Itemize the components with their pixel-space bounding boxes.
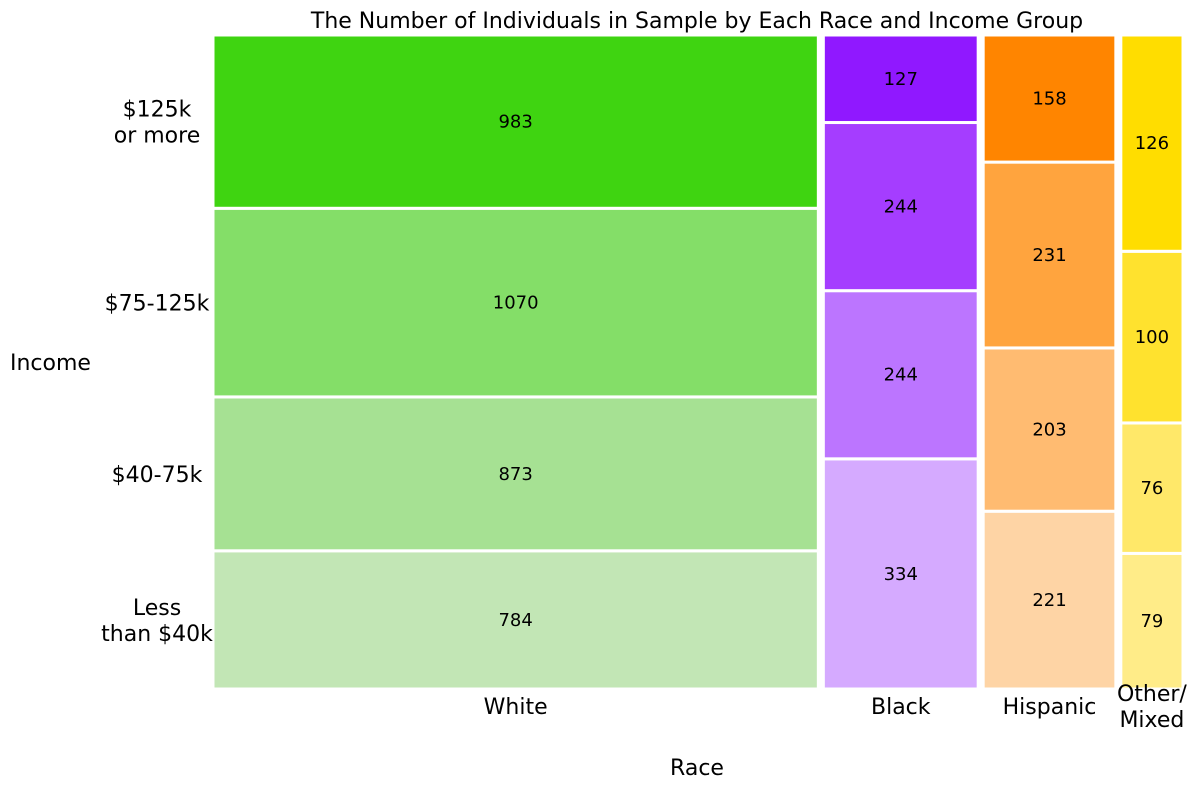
mosaic-cells: 784 873 1070 983 334 244 244 127 221 203 231 158 79 7… [211, 33, 1185, 691]
x-tick-other-mixed: Other/Mixed [1117, 682, 1187, 733]
cell-value-other-mixed-125k-or-more: 126 [1135, 133, 1169, 154]
x-tick-labels: White Black Hispanic Other/Mixed [484, 682, 1188, 733]
x-tick-black: Black [871, 695, 931, 720]
cell-hispanic-less-than-40k [981, 509, 1118, 691]
cell-other-mixed-less-than-40k [1119, 551, 1185, 691]
cell-value-hispanic-75-125k: 231 [1032, 245, 1066, 266]
cell-value-black-75-125k: 244 [884, 197, 918, 218]
x-axis-label: Race [670, 756, 724, 781]
cell-value-other-mixed-40-75k: 76 [1140, 478, 1163, 499]
cell-hispanic-125k-or-more [981, 33, 1118, 164]
y-tick-40-75k: $40-75k [112, 463, 203, 488]
x-tick-hispanic: Hispanic [1003, 695, 1097, 720]
cell-value-white-125k-or-more: 983 [498, 112, 532, 133]
cell-value-other-mixed-75-125k: 100 [1135, 327, 1169, 348]
cell-black-40-75k [821, 289, 980, 461]
cell-value-white-40-75k: 873 [498, 464, 532, 485]
cell-white-125k-or-more [211, 33, 820, 210]
y-axis-label: Income [10, 351, 91, 376]
y-tick-125k-or-more: $125k or more [114, 98, 201, 149]
cell-white-40-75k [211, 395, 820, 553]
cell-other-mixed-75-125k [1119, 249, 1185, 425]
cell-value-other-mixed-less-than-40k: 79 [1140, 611, 1163, 632]
cell-black-75-125k [821, 121, 980, 293]
cell-value-white-75-125k: 1070 [493, 293, 539, 314]
cell-value-black-40-75k: 244 [884, 365, 918, 386]
cell-value-hispanic-less-than-40k: 221 [1032, 590, 1066, 611]
chart-title: The Number of Individuals in Sample by E… [310, 9, 1083, 34]
cell-value-hispanic-40-75k: 203 [1032, 420, 1066, 441]
cell-value-black-less-than-40k: 334 [884, 564, 918, 585]
cell-black-less-than-40k [821, 457, 980, 691]
cell-hispanic-75-125k [981, 160, 1118, 350]
cell-hispanic-40-75k [981, 346, 1118, 513]
y-tick-less-than-40k: Less than $40k [101, 596, 213, 647]
cell-white-less-than-40k [211, 549, 820, 691]
cell-black-125k-or-more [821, 33, 980, 125]
cell-other-mixed-125k-or-more [1119, 33, 1185, 253]
cell-value-white-less-than-40k: 784 [498, 610, 532, 631]
y-tick-75-125k: $75-125k [105, 292, 210, 317]
cell-value-black-125k-or-more: 127 [884, 69, 918, 90]
cell-value-hispanic-125k-or-more: 158 [1032, 89, 1066, 110]
x-tick-white: White [484, 695, 548, 720]
y-tick-labels: Less than $40k $40-75k $75-125k $125k or more [101, 98, 213, 647]
